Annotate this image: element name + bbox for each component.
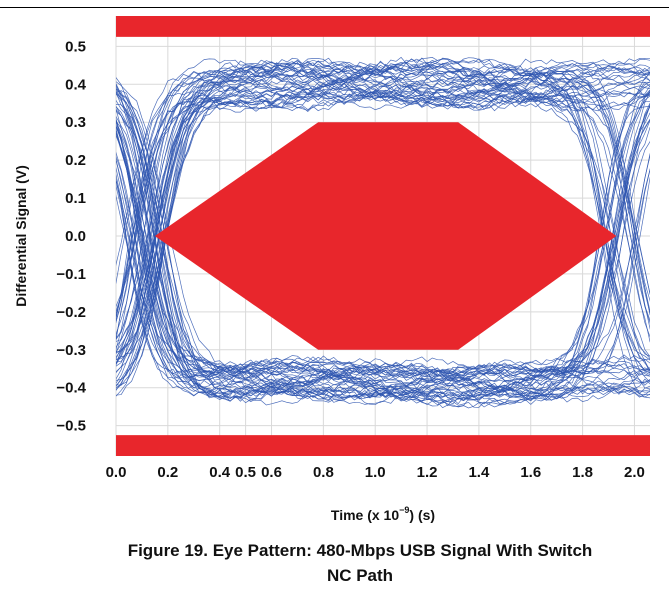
- signal-trace: [116, 63, 650, 319]
- signal-trace: [116, 65, 650, 355]
- signal-trace: [116, 106, 650, 398]
- signal-trace: [116, 130, 650, 395]
- signal-trace: [116, 59, 650, 361]
- signal-traces: [116, 56, 650, 409]
- y-tick-label: 0.3: [65, 114, 86, 131]
- x-tick-label: 1.6: [520, 464, 541, 481]
- x-tick-label: 1.4: [468, 464, 490, 481]
- y-tick-label: 0.0: [65, 228, 86, 245]
- x-axis-title: Time (x 10−9) (s): [331, 505, 435, 523]
- signal-trace: [116, 81, 650, 406]
- x-tick-label: 2.0: [624, 464, 645, 481]
- signal-trace: [116, 65, 650, 390]
- y-tick-label: 0.1: [65, 190, 86, 207]
- signal-trace: [116, 85, 650, 395]
- upper-mask-band: [116, 16, 650, 37]
- y-axis-title: Differential Signal (V): [13, 165, 29, 307]
- signal-trace: [116, 120, 650, 399]
- figure-caption: Figure 19. Eye Pattern: 480-Mbps USB Sig…: [60, 538, 660, 588]
- signal-trace: [116, 95, 650, 396]
- signal-trace: [116, 56, 650, 357]
- x-tick-label: 1.2: [417, 464, 438, 481]
- signal-trace: [116, 75, 650, 374]
- eye-mask: [116, 16, 650, 456]
- signal-trace: [116, 155, 650, 409]
- signal-trace: [116, 84, 650, 402]
- signal-trace: [116, 151, 650, 402]
- x-tick-label: 0.5: [235, 464, 256, 481]
- signal-trace: [116, 65, 650, 360]
- y-tick-label: −0.4: [56, 380, 86, 397]
- signal-trace: [116, 62, 650, 308]
- x-tick-label: 0.8: [313, 464, 334, 481]
- x-tick-label: 0.0: [106, 464, 127, 481]
- signal-trace: [116, 59, 650, 380]
- x-tick-label: 0.2: [157, 464, 178, 481]
- y-tick-labels: 0.5 0.4 0.3 0.2 0.1 0.0 −0.1 −0.2 −0.3 −0.4 −0.5: [56, 38, 86, 434]
- signal-trace: [116, 69, 650, 358]
- signal-trace: [116, 85, 650, 397]
- x-tick-label: 1.8: [572, 464, 593, 481]
- signal-trace: [116, 60, 650, 387]
- signal-trace: [116, 153, 650, 399]
- center-mask-hexagon: [154, 122, 617, 350]
- signal-trace: [116, 70, 650, 353]
- signal-trace: [116, 105, 650, 401]
- caption-line-1: Figure 19. Eye Pattern: 480-Mbps USB Sig…: [127, 541, 593, 560]
- signal-trace: [116, 177, 650, 398]
- x-tick-labels: 0.0 0.2 0.4 0.5 0.6 0.8 1.0 1.2 1.4 1.6 1.8 2.0: [106, 464, 645, 481]
- caption-line-2: NC Path: [326, 566, 394, 585]
- y-tick-label: −0.5: [56, 418, 86, 435]
- x-tick-label: 0.4: [209, 464, 231, 481]
- y-tick-label: −0.2: [56, 304, 86, 321]
- top-rule: [0, 7, 669, 8]
- signal-trace: [116, 91, 650, 402]
- signal-trace: [116, 57, 650, 340]
- y-tick-label: −0.3: [56, 342, 86, 359]
- signal-trace: [116, 64, 650, 371]
- signal-trace: [116, 88, 650, 400]
- signal-trace: [116, 77, 650, 406]
- signal-trace: [116, 66, 650, 366]
- lower-mask-band: [116, 435, 650, 456]
- signal-trace: [116, 101, 650, 405]
- signal-trace: [116, 57, 650, 267]
- x-tick-label: 1.0: [365, 464, 386, 481]
- x-tick-label: 0.6: [261, 464, 282, 481]
- signal-trace: [116, 69, 650, 367]
- y-tick-label: −0.1: [56, 266, 86, 283]
- signal-trace: [116, 66, 650, 387]
- eye-pattern-chart: 0.50.40.30.20.10.0−0.1−0.2−0.3−0.4−0.5 0…: [13, 16, 650, 523]
- y-tick-label: 0.5: [65, 38, 86, 55]
- signal-trace: [116, 72, 650, 382]
- y-tick-label: 0.4: [65, 76, 87, 93]
- y-tick-label: 0.2: [65, 152, 86, 169]
- signal-trace: [116, 118, 650, 406]
